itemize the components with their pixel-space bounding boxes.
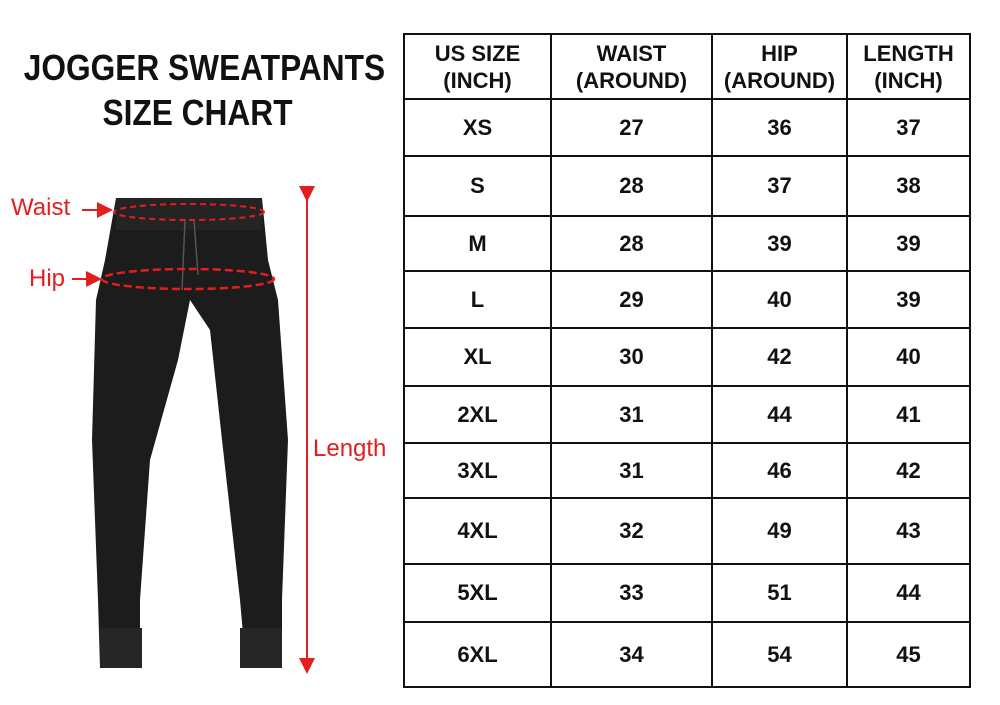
hip-cell: 36 [711,98,848,157]
hip-cell: 51 [711,563,848,623]
length-cell: 43 [846,497,971,565]
length-cell: 39 [846,270,971,329]
table-row: 4XL 32 49 43 [403,497,971,565]
size-cell: 6XL [403,621,552,688]
table-row: XS 27 36 37 [403,98,971,157]
waist-cell: 29 [550,270,713,329]
hip-label: Hip [29,265,66,292]
size-cell: 2XL [403,385,552,444]
length-cell: 40 [846,327,971,387]
waist-cell: 28 [550,155,713,217]
length-cell: 38 [846,155,971,217]
length-cell: 45 [846,621,971,688]
waist-cell: 32 [550,497,713,565]
waist-cell: 33 [550,563,713,623]
size-table: US SIZE (INCH) WAIST (AROUND) HIP (AROUND) … [403,33,971,688]
hip-marker [100,267,276,291]
waist-cell: 28 [550,215,713,272]
table-row: L 29 40 39 [403,270,971,329]
pants-illustration [72,186,315,674]
waist-cell: 27 [550,98,713,157]
header-length: LENGTH (INCH) [846,33,971,100]
hip-cell: 54 [711,621,848,688]
table-row: 3XL 31 46 42 [403,442,971,499]
hip-cell: 39 [711,215,848,272]
header-row: US SIZE (INCH) WAIST (AROUND) HIP (AROUND) … [403,33,971,100]
header-waist: WAIST (AROUND) [550,33,713,100]
size-cell: L [403,270,552,329]
table-row: XL 30 42 40 [403,327,971,387]
waist-marker [113,203,265,221]
size-cell: 4XL [403,497,552,565]
waist-cell: 34 [550,621,713,688]
pants-image [92,198,288,668]
size-cell: 5XL [403,563,552,623]
length-cell: 39 [846,215,971,272]
table-row: 5XL 33 51 44 [403,563,971,623]
hip-cell: 42 [711,327,848,387]
header-us-size: US SIZE (INCH) [403,33,552,100]
table-row: S 28 37 38 [403,155,971,217]
table-row: M 28 39 39 [403,215,971,272]
size-cell: XS [403,98,552,157]
table-row: 2XL 31 44 41 [403,385,971,444]
hip-cell: 37 [711,155,848,217]
chart-title-line1: JOGGER SWEATPANTS [23,47,386,88]
waist-label: Waist [11,194,71,221]
size-cell: 3XL [403,442,552,499]
table-row: 6XL 34 54 45 [403,621,971,688]
hip-cell: 44 [711,385,848,444]
length-cell: 37 [846,98,971,157]
length-cell: 41 [846,385,971,444]
chart-title-line2: SIZE CHART [102,92,293,133]
header-hip: HIP (AROUND) [711,33,848,100]
hip-cell: 46 [711,442,848,499]
hip-cell: 40 [711,270,848,329]
waist-cell: 31 [550,442,713,499]
hip-cell: 49 [711,497,848,565]
waist-cell: 31 [550,385,713,444]
size-cell: M [403,215,552,272]
size-cell: S [403,155,552,217]
length-cell: 42 [846,442,971,499]
length-cell: 44 [846,563,971,623]
waist-cell: 30 [550,327,713,387]
length-label: Length [313,435,387,462]
size-cell: XL [403,327,552,387]
